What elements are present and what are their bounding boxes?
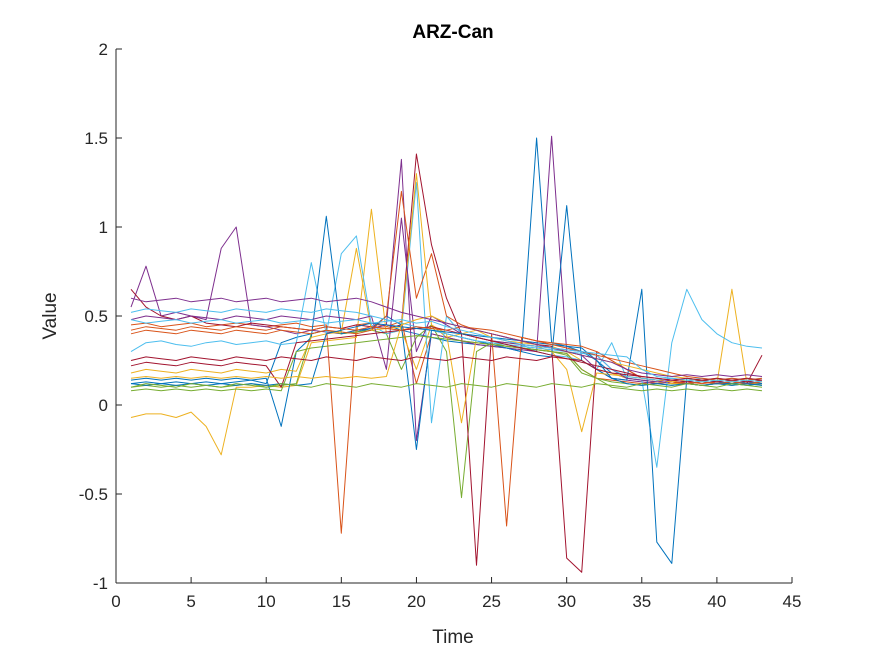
series-line [130,383,763,388]
x-tick-label: 15 [332,592,351,611]
x-tick-label: 5 [186,592,195,611]
x-tick-label: 35 [632,592,651,611]
y-tick-label: -0.5 [79,485,108,504]
y-tick-label: 1.5 [84,129,108,148]
series-line [130,297,763,377]
series-line [130,319,763,383]
x-tick-label: 20 [407,592,426,611]
x-tick-label: 25 [482,592,501,611]
y-tick-label: 2 [99,40,108,59]
x-tick-label: 30 [557,592,576,611]
series-line [130,322,763,386]
series-layer [130,135,763,573]
y-tick-label: 0.5 [84,307,108,326]
series-line [130,335,763,392]
axes-layer: 0 5 10 15 20 25 30 35 40 45 -1 -0.5 0 0.5 1 1.5 2 [79,40,802,611]
series-line [130,308,763,381]
series-line [130,326,763,381]
x-tick-label: 40 [707,592,726,611]
x-tick-label: 10 [257,592,276,611]
x-tick-label: 0 [111,592,120,611]
series-line [130,356,763,381]
y-tick-label: -1 [93,574,108,593]
x-axis-label: Time [432,627,474,648]
x-tick-label: 45 [783,592,802,611]
y-tick-label: 0 [99,396,108,415]
y-tick-label: 1 [99,218,108,237]
series-line [130,217,763,383]
y-axis-label: Value [40,292,61,339]
chart-title: ARZ-Can [412,22,493,43]
